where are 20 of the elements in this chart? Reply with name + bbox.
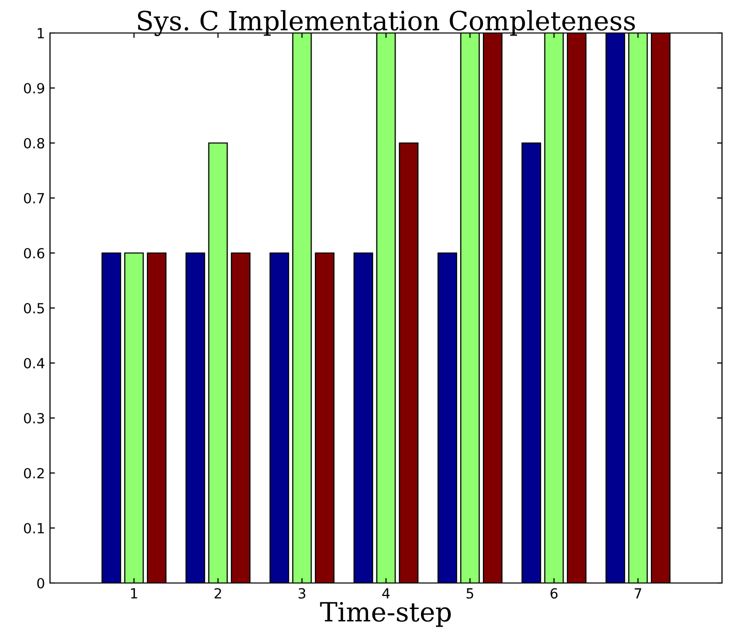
x-tick-label: 3 xyxy=(298,588,306,599)
chart-title: Sys. C Implementation Completeness xyxy=(138,10,635,36)
y-tick-label: 0.1 xyxy=(24,522,44,534)
x-axis-title: Time-step xyxy=(320,602,451,627)
x-tick-label: 4 xyxy=(382,588,390,598)
y-tick-label: 0.7 xyxy=(24,192,44,204)
y-tick-label: 0.2 xyxy=(24,468,44,478)
x-tick-label: 5 xyxy=(466,588,474,599)
x-tick-label: 2 xyxy=(214,588,222,598)
y-tick-label: 0.4 xyxy=(24,358,44,368)
y-tick-label: 0.8 xyxy=(24,138,44,148)
y-tick-label: 0.3 xyxy=(24,412,44,424)
y-tick-label: 0 xyxy=(37,578,44,588)
x-tick-label: 7 xyxy=(634,588,642,598)
y-tick-label: 1 xyxy=(38,28,44,38)
x-tick-label: 6 xyxy=(550,588,558,599)
y-tick-label: 0.5 xyxy=(24,302,44,314)
y-tick-label: 0.9 xyxy=(24,82,44,94)
y-tick-label: 0.6 xyxy=(24,248,44,258)
x-tick-label: 1 xyxy=(131,588,138,598)
